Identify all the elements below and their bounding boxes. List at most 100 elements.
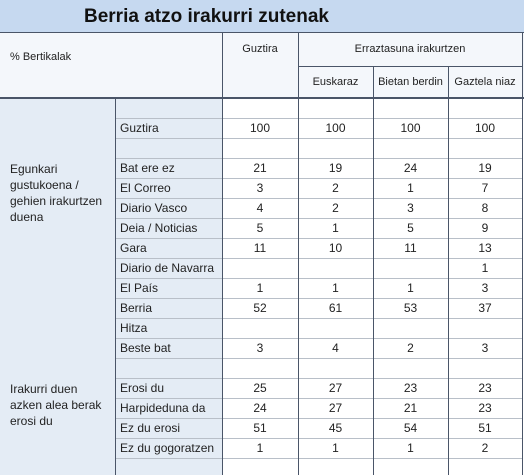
row-line xyxy=(115,158,522,159)
row-line xyxy=(115,418,522,419)
section-label: Irakurri duen azken alea berak erosi du xyxy=(10,382,102,428)
value-cell: 11 xyxy=(404,241,417,255)
value-cell: 45 xyxy=(328,421,343,435)
value-cell: 23 xyxy=(478,401,492,415)
header-line xyxy=(222,33,223,98)
value-cell: 51 xyxy=(253,421,267,435)
row-line xyxy=(115,318,522,319)
value-cell: 24 xyxy=(403,161,418,175)
value-cell: 100 xyxy=(249,121,271,135)
value-cell: 2 xyxy=(481,441,489,455)
row-label: Erosi du xyxy=(120,381,165,395)
value-cell: 37 xyxy=(478,301,492,315)
value-cell: 5 xyxy=(407,221,414,235)
row-line xyxy=(115,118,522,119)
row-line xyxy=(115,398,522,399)
row-label: Diario Vasco xyxy=(120,201,188,215)
header-line xyxy=(298,33,299,98)
value-cell: 1 xyxy=(332,221,339,235)
value-cell: 23 xyxy=(478,381,492,395)
row-label: Ez du erosi xyxy=(120,421,181,435)
value-cell: 13 xyxy=(478,241,492,255)
row-label: El País xyxy=(120,281,159,295)
value-cell: 19 xyxy=(478,161,492,175)
title-bar xyxy=(0,0,524,33)
header-line xyxy=(373,66,374,98)
row-label: Deia / Noticias xyxy=(120,221,198,235)
value-cell: 5 xyxy=(256,221,264,235)
value-cell xyxy=(373,258,448,278)
value-cell: 7 xyxy=(481,181,489,195)
row-line xyxy=(115,138,522,139)
value-cell xyxy=(448,318,522,338)
row-line xyxy=(115,378,522,379)
column-line xyxy=(298,98,299,475)
value-cell: 3 xyxy=(256,341,264,355)
row-label: Berria xyxy=(120,301,153,315)
value-cell: 21 xyxy=(403,401,418,415)
header-line xyxy=(448,66,449,98)
value-cell xyxy=(373,318,448,338)
row-line xyxy=(115,458,522,459)
value-cell: 2 xyxy=(407,341,414,355)
row-line xyxy=(115,218,522,219)
value-cell: 27 xyxy=(328,381,343,395)
value-cell: 100 xyxy=(400,121,421,135)
group-header: Erraztasuna irakurtzen xyxy=(354,43,466,55)
column-line xyxy=(448,98,449,475)
value-cell: 1 xyxy=(256,441,264,455)
value-cell: 1 xyxy=(481,261,489,275)
value-cell: 24 xyxy=(253,401,267,415)
value-cell xyxy=(298,258,373,278)
value-cell: 61 xyxy=(328,301,343,315)
value-cell: 27 xyxy=(328,401,343,415)
section-label: Egunkari gustukoena / gehien irakurtzen … xyxy=(10,162,103,224)
value-cell: 4 xyxy=(332,341,339,355)
corner-label: % Bertikalak xyxy=(10,51,72,63)
row-line xyxy=(115,258,522,259)
row-line xyxy=(115,278,522,279)
row-label: Harpidedunа da xyxy=(120,401,206,415)
value-cell: 2 xyxy=(332,201,339,215)
row-label: Beste bat xyxy=(120,341,171,355)
value-cell: 23 xyxy=(403,381,418,395)
row-line xyxy=(115,298,522,299)
value-cell: 100 xyxy=(474,121,496,135)
value-cell xyxy=(298,318,373,338)
value-cell: 1 xyxy=(332,281,339,295)
row-label: Gara xyxy=(120,241,147,255)
label-column-bg xyxy=(0,99,222,475)
total-header: Guztira xyxy=(242,43,278,55)
row-line xyxy=(115,338,522,339)
value-cell: 1 xyxy=(407,441,414,455)
value-cell: 25 xyxy=(253,381,267,395)
column-line xyxy=(222,98,223,475)
row-label: Bat ere ez xyxy=(120,161,175,175)
row-label: Ez du gogoratzen xyxy=(120,441,215,455)
value-cell: 1 xyxy=(332,441,339,455)
value-cell: 2 xyxy=(332,181,339,195)
column-header: Bietan berdin xyxy=(378,76,443,88)
value-cell: 10 xyxy=(328,241,343,255)
value-cell: 11 xyxy=(253,241,267,255)
row-line xyxy=(115,198,522,199)
value-cell: 21 xyxy=(253,161,267,175)
value-cell: 4 xyxy=(256,201,264,215)
column-header: Euskaraz xyxy=(312,76,359,88)
column-line xyxy=(522,98,523,475)
value-cell: 3 xyxy=(481,281,489,295)
value-cell: 51 xyxy=(478,421,492,435)
value-cell: 100 xyxy=(325,121,346,135)
value-cell: 3 xyxy=(481,341,489,355)
header-bottom xyxy=(0,97,524,99)
column-header: Gaztela niaz xyxy=(454,76,516,88)
value-cell: 54 xyxy=(403,421,418,435)
row-line xyxy=(115,438,522,439)
row-line xyxy=(115,238,522,239)
value-cell: 1 xyxy=(407,281,414,295)
value-cell: 9 xyxy=(481,221,489,235)
column-line xyxy=(373,98,374,475)
value-cell: 1 xyxy=(256,281,264,295)
column-line xyxy=(115,98,116,475)
row-line xyxy=(115,178,522,179)
